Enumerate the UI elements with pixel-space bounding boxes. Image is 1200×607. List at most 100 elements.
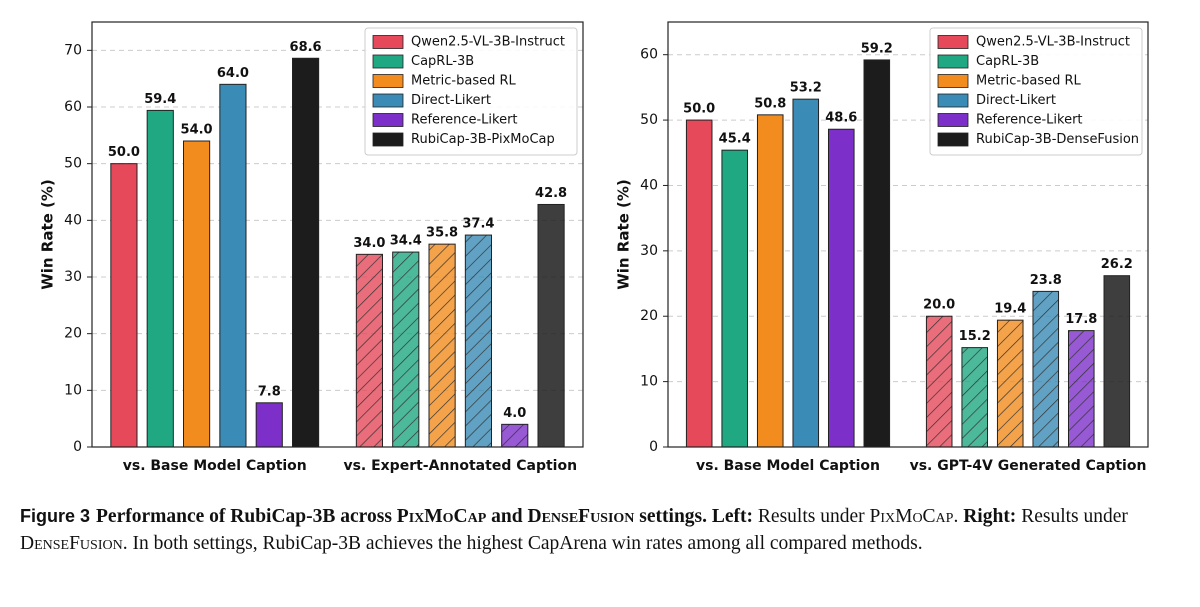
plot-frame (667, 21, 1149, 448)
data-label: 42.8 (535, 186, 567, 201)
data-label: 26.2 (1101, 257, 1133, 272)
caption-text: DenseFusion (20, 533, 123, 554)
legend-swatch (937, 93, 969, 108)
legend-label: Metric-based RL (976, 74, 1082, 89)
data-label: 59.4 (144, 92, 176, 107)
legend-swatch (372, 132, 404, 147)
data-label: 7.8 (258, 384, 281, 399)
legend-swatch (372, 93, 404, 108)
legend-label: CapRL-3B (976, 54, 1039, 69)
y-tick-label: 50 (64, 156, 82, 172)
legend-label: Reference-Likert (411, 113, 518, 128)
y-tick-label: 70 (64, 42, 82, 58)
caption-text: PixMoCap (396, 506, 487, 527)
bar (464, 234, 492, 448)
bar (255, 402, 283, 448)
bar (1067, 330, 1095, 448)
legend-swatch (937, 74, 969, 88)
caption-text: . (953, 506, 964, 527)
bar (110, 163, 138, 448)
legend-swatch (937, 113, 969, 127)
bar (146, 109, 174, 448)
legend-label: RubiCap-3B-DenseFusion (976, 132, 1139, 147)
legend-label: Direct-Likert (976, 93, 1056, 108)
caption-text: Right: (963, 506, 1017, 527)
caption-label: Figure 3 (20, 506, 91, 526)
data-label: 59.2 (861, 41, 893, 56)
bar (355, 253, 383, 448)
bar (827, 128, 855, 448)
y-tick-label: 60 (64, 99, 82, 115)
legend-swatch (937, 54, 969, 69)
bar (392, 251, 420, 448)
data-label: 34.0 (353, 236, 385, 251)
bar (996, 319, 1024, 448)
y-tick-label: 10 (64, 382, 82, 398)
data-label: 15.2 (959, 329, 991, 344)
data-label: 23.8 (1030, 273, 1062, 288)
data-label: 34.4 (390, 234, 422, 249)
caption-text: . In both settings, RubiCap-3B achieves … (122, 533, 923, 554)
bar (219, 83, 247, 448)
data-label: 53.2 (790, 81, 822, 96)
bar (792, 98, 820, 448)
x-tick-label: vs. Base Model Caption (123, 458, 307, 474)
data-label: 50.8 (754, 96, 786, 111)
figure: 0 10 20 30 40 50 60 70 Win Rate (%) vs. Base Mode… (39, 21, 1149, 474)
caption-text: Results under (1016, 506, 1128, 527)
y-axis-label: Win Rate (%) (615, 179, 633, 290)
legend-label: Direct-Likert (411, 93, 491, 108)
bar (1103, 275, 1131, 448)
y-tick-label: 30 (640, 243, 658, 259)
y-tick-label: 40 (64, 212, 82, 228)
caption-text: DenseFusion (527, 506, 635, 527)
legend-label: Qwen2.5-VL-3B-Instruct (976, 35, 1130, 50)
bar (537, 203, 565, 448)
bar (428, 243, 456, 448)
legend-label: RubiCap-3B-PixMoCap (411, 132, 555, 147)
legend-label: CapRL-3B (411, 54, 474, 69)
caption-text: settings. Left: (634, 506, 754, 527)
x-tick-label: vs. Base Model Caption (696, 458, 880, 474)
caption-text: Performance of RubiCap-3B across (96, 506, 397, 527)
data-label: 50.0 (108, 145, 140, 160)
legend-label: Metric-based RL (411, 74, 517, 89)
y-tick-label: 40 (640, 177, 658, 193)
bar (721, 149, 749, 448)
legend-box (929, 27, 1143, 156)
bar (292, 57, 320, 448)
bar (501, 423, 529, 448)
legend-label: Reference-Likert (976, 113, 1083, 128)
y-tick-label: 30 (64, 269, 82, 285)
legend-swatch (372, 54, 404, 69)
legend-swatch (937, 132, 969, 147)
plot-frame (91, 21, 584, 448)
bar (863, 59, 891, 448)
legend-swatch (372, 113, 404, 127)
caption-text: PixMoCap (869, 506, 954, 527)
legend-swatch (372, 74, 404, 88)
data-label: 54.0 (181, 123, 213, 138)
data-label: 20.0 (923, 298, 955, 313)
data-label: 64.0 (217, 66, 249, 81)
caption-text: and (486, 506, 528, 527)
legend-box (364, 27, 578, 156)
bar (961, 347, 989, 448)
legend-swatch (372, 35, 404, 49)
y-tick-label: 0 (73, 439, 82, 455)
data-label: 68.6 (290, 40, 322, 55)
data-label: 37.4 (462, 217, 494, 232)
x-tick-label: vs. GPT-4V Generated Caption (910, 458, 1147, 474)
data-label: 17.8 (1065, 312, 1097, 327)
y-tick-label: 20 (64, 326, 82, 342)
data-label: 50.0 (683, 102, 715, 117)
data-label: 4.0 (503, 406, 526, 421)
y-tick-label: 20 (640, 308, 658, 324)
legend-swatch (937, 35, 969, 49)
y-axis-label: Win Rate (%) (39, 179, 57, 290)
x-tick-label: vs. Expert-Annotated Caption (343, 458, 577, 474)
y-tick-label: 60 (640, 47, 658, 63)
bar (183, 140, 211, 448)
bar (685, 119, 713, 448)
